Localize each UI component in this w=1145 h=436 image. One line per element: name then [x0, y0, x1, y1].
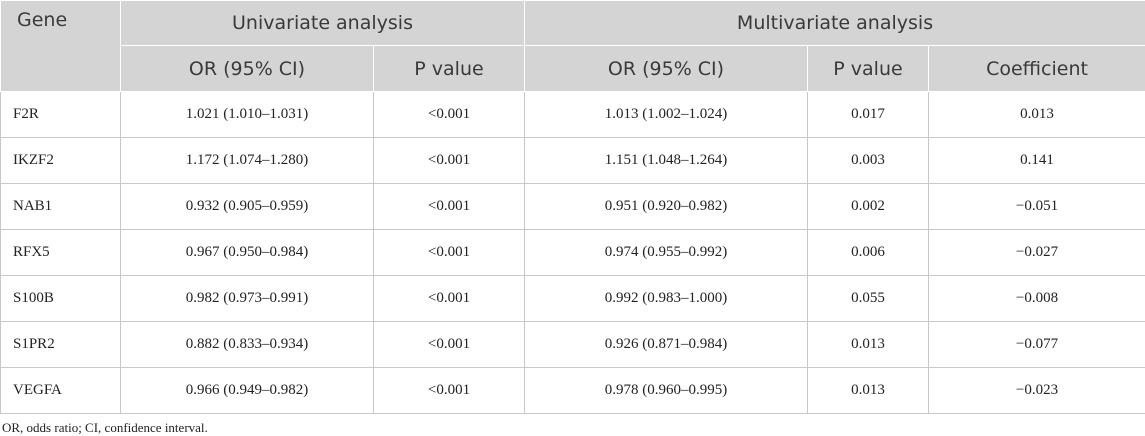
- cell-uni-p: <0.001: [374, 92, 525, 138]
- header-multi-or: OR (95% CI): [525, 46, 808, 92]
- header-row-columns: OR (95% CI) P value OR (95% CI) P value …: [1, 46, 1145, 92]
- cell-uni-or: 1.172 (1.074–1.280): [121, 138, 374, 184]
- cell-coefficient: −0.023: [929, 368, 1145, 414]
- cell-gene: IKZF2: [1, 138, 121, 184]
- cell-multi-p: 0.013: [808, 322, 929, 368]
- header-uni-p: P value: [374, 46, 525, 92]
- header-gene: Gene: [1, 1, 121, 92]
- cell-uni-or: 0.966 (0.949–0.982): [121, 368, 374, 414]
- cell-multi-or: 0.951 (0.920–0.982): [525, 184, 808, 230]
- cell-gene: RFX5: [1, 230, 121, 276]
- cell-multi-p: 0.003: [808, 138, 929, 184]
- cell-coefficient: 0.013: [929, 92, 1145, 138]
- cell-coefficient: −0.008: [929, 276, 1145, 322]
- cell-uni-or: 1.021 (1.010–1.031): [121, 92, 374, 138]
- cell-uni-p: <0.001: [374, 322, 525, 368]
- cell-multi-p: 0.013: [808, 368, 929, 414]
- cell-uni-p: <0.001: [374, 138, 525, 184]
- results-table: Gene Univariate analysis Multivariate an…: [0, 0, 1145, 414]
- header-multi-p: P value: [808, 46, 929, 92]
- cell-gene: F2R: [1, 92, 121, 138]
- header-coefficient: Coefficient: [929, 46, 1145, 92]
- cell-gene: VEGFA: [1, 368, 121, 414]
- cell-coefficient: −0.027: [929, 230, 1145, 276]
- cell-multi-or: 0.974 (0.955–0.992): [525, 230, 808, 276]
- cell-multi-p: 0.017: [808, 92, 929, 138]
- cell-uni-p: <0.001: [374, 276, 525, 322]
- cell-multi-p: 0.006: [808, 230, 929, 276]
- cell-multi-or: 0.926 (0.871–0.984): [525, 322, 808, 368]
- cell-multi-p: 0.002: [808, 184, 929, 230]
- cell-uni-or: 0.967 (0.950–0.984): [121, 230, 374, 276]
- header-uni-or: OR (95% CI): [121, 46, 374, 92]
- cell-uni-p: <0.001: [374, 230, 525, 276]
- cell-gene: NAB1: [1, 184, 121, 230]
- cell-uni-p: <0.001: [374, 184, 525, 230]
- cell-uni-or: 0.932 (0.905–0.959): [121, 184, 374, 230]
- header-multivariate: Multivariate analysis: [525, 1, 1145, 46]
- cell-coefficient: −0.077: [929, 322, 1145, 368]
- cell-multi-or: 0.978 (0.960–0.995): [525, 368, 808, 414]
- header-univariate: Univariate analysis: [121, 1, 525, 46]
- cell-multi-or: 1.013 (1.002–1.024): [525, 92, 808, 138]
- cell-coefficient: −0.051: [929, 184, 1145, 230]
- cell-uni-or: 0.982 (0.973–0.991): [121, 276, 374, 322]
- cell-gene: S1PR2: [1, 322, 121, 368]
- cell-uni-or: 0.882 (0.833–0.934): [121, 322, 374, 368]
- cell-multi-p: 0.055: [808, 276, 929, 322]
- cell-multi-or: 1.151 (1.048–1.264): [525, 138, 808, 184]
- cell-coefficient: 0.141: [929, 138, 1145, 184]
- header-row-groups: Gene Univariate analysis Multivariate an…: [1, 1, 1145, 46]
- cell-multi-or: 0.992 (0.983–1.000): [525, 276, 808, 322]
- cell-gene: S100B: [1, 276, 121, 322]
- table-footnote: OR, odds ratio; CI, confidence interval.: [2, 420, 208, 436]
- cell-uni-p: <0.001: [374, 368, 525, 414]
